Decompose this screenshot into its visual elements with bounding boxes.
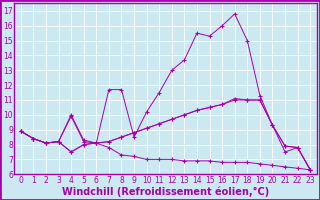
X-axis label: Windchill (Refroidissement éolien,°C): Windchill (Refroidissement éolien,°C) (62, 186, 269, 197)
